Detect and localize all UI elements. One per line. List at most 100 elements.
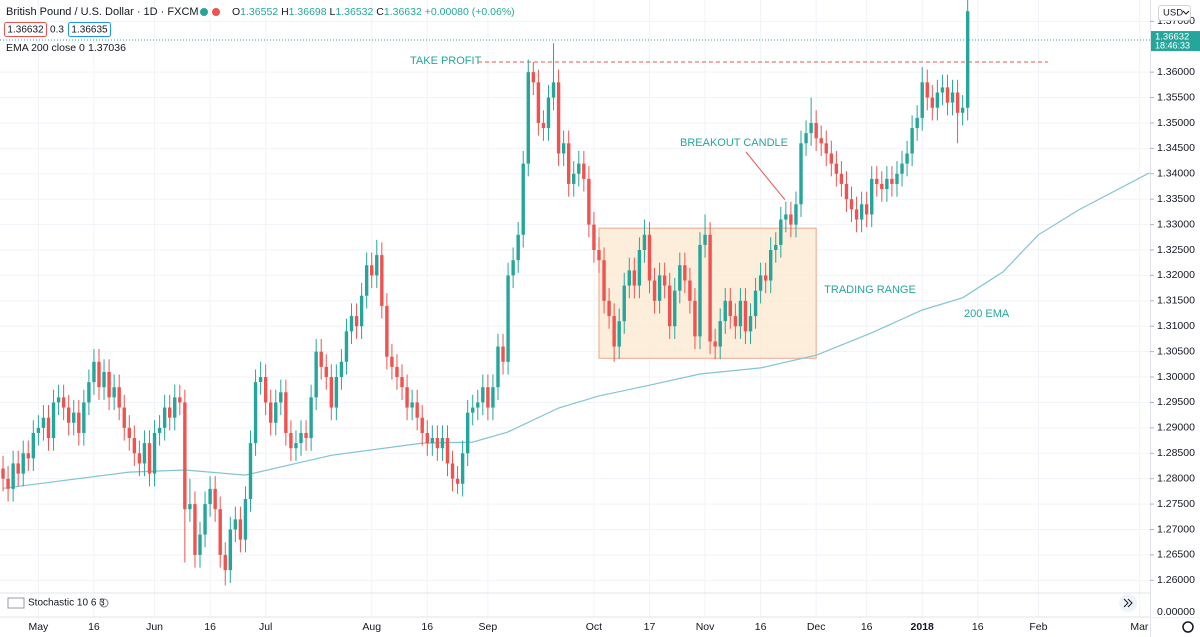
candle-body — [582, 163, 586, 179]
candle-body — [698, 244, 702, 337]
candle-body — [935, 92, 940, 108]
candle-body — [637, 250, 642, 286]
y-tick-label: 1.34000 — [1157, 168, 1195, 180]
y-tick-label: 1.30500 — [1157, 345, 1195, 357]
candle-body — [450, 463, 455, 479]
candle-body — [481, 387, 485, 403]
candle-body — [61, 397, 66, 408]
candle-body — [228, 529, 233, 571]
candle-body — [945, 87, 950, 103]
candle-body — [208, 488, 212, 505]
candle-body — [435, 438, 440, 449]
sell-button[interactable] — [4, 22, 47, 37]
candle-body — [279, 392, 283, 403]
x-tick-label: Sep — [479, 621, 498, 633]
candle-body — [364, 265, 369, 296]
candle-body — [112, 387, 116, 398]
candle-body — [900, 163, 904, 174]
candle-body — [56, 397, 61, 403]
candle-body — [511, 260, 515, 276]
quote-key: C — [376, 6, 384, 18]
candle-body — [940, 87, 945, 93]
candle-body — [905, 153, 909, 164]
candle-body — [531, 72, 536, 83]
x-tick-label: Mar — [1130, 621, 1149, 633]
candle-body — [147, 443, 152, 474]
candle-body — [673, 290, 677, 327]
candle-body — [46, 417, 51, 439]
y-tick-label: 1.31000 — [1157, 320, 1195, 332]
candle-body — [299, 432, 303, 444]
candle-body — [82, 402, 86, 433]
candle-body — [769, 250, 773, 281]
plot — [1, 0, 970, 586]
candle-body — [405, 387, 409, 408]
y-tick-label: 1.33000 — [1157, 218, 1195, 230]
x-tick-label: May — [28, 621, 49, 633]
candle-body — [11, 463, 15, 489]
candle-body — [875, 178, 879, 184]
candle-body — [218, 509, 222, 555]
candle-body — [107, 371, 111, 398]
candle-body — [263, 377, 268, 403]
indicator-icon — [7, 597, 25, 609]
x-tick-label: Aug — [362, 621, 381, 633]
candle-body — [400, 377, 404, 388]
candle-body — [440, 438, 445, 449]
candle-body — [738, 300, 743, 327]
candle-body — [269, 402, 273, 423]
candle-body — [420, 417, 424, 433]
price-axis — [1150, 0, 1200, 617]
candle-body — [359, 295, 364, 327]
candle-body — [824, 143, 828, 154]
candle-body — [122, 407, 126, 428]
candle-body — [324, 366, 328, 378]
y-tick-label: 1.29000 — [1157, 422, 1195, 434]
candle-body — [592, 224, 596, 251]
candle-body — [506, 275, 510, 362]
candle-body — [425, 432, 429, 444]
candle-body — [198, 534, 202, 555]
candle-body — [612, 316, 616, 347]
y-tick-label: 1.34500 — [1157, 142, 1195, 154]
x-tick-label: 2018 — [911, 621, 935, 633]
y-tick-label: 1.27500 — [1157, 498, 1195, 510]
breakout-label: BREAKOUT CANDLE — [680, 137, 788, 149]
candle-body — [72, 412, 76, 423]
quote-value: 1.36532 — [335, 6, 373, 18]
candle-body — [657, 275, 662, 301]
candle-body — [41, 417, 46, 428]
annotations — [0, 39, 1150, 489]
candle-body — [304, 432, 308, 439]
candle-body — [284, 392, 288, 433]
candle-body — [652, 280, 657, 301]
y-tick-label: 1.28000 — [1157, 472, 1195, 484]
indicator-label: Stochastic 10 6 3 — [28, 598, 105, 609]
x-tick-label: Jul — [259, 621, 272, 633]
settings-button[interactable] — [1182, 621, 1194, 633]
price-label — [1151, 31, 1200, 52]
symbol-title: British Pound / U.S. Dollar · 1D · FXCM — [6, 6, 199, 18]
candle-body — [965, 11, 970, 108]
currency-dropdown[interactable] — [1158, 5, 1191, 21]
time-axis-ticks: May 16 Jun 16 Jul Aug 16 Sep Oct 17 Nov 16 Dec 16 2018… — [28, 621, 1148, 633]
candle-body — [794, 204, 798, 225]
candle-body — [26, 453, 30, 459]
candle-body — [36, 427, 41, 433]
candle-body — [476, 402, 480, 408]
candle-body — [763, 275, 768, 281]
candle-body — [647, 234, 652, 281]
candle-body — [622, 285, 626, 322]
candle-body — [895, 173, 899, 184]
x-tick-label: 16 — [88, 621, 100, 633]
candle-body — [132, 438, 137, 454]
candle-body — [289, 432, 293, 449]
candle-body — [162, 407, 167, 428]
visibility-icon[interactable] — [99, 598, 109, 608]
quote-value: 1.36698 — [289, 6, 327, 18]
buy-button[interactable] — [68, 22, 111, 37]
candle-body — [465, 412, 470, 454]
candle-body — [344, 331, 349, 362]
candle-body — [536, 82, 541, 123]
